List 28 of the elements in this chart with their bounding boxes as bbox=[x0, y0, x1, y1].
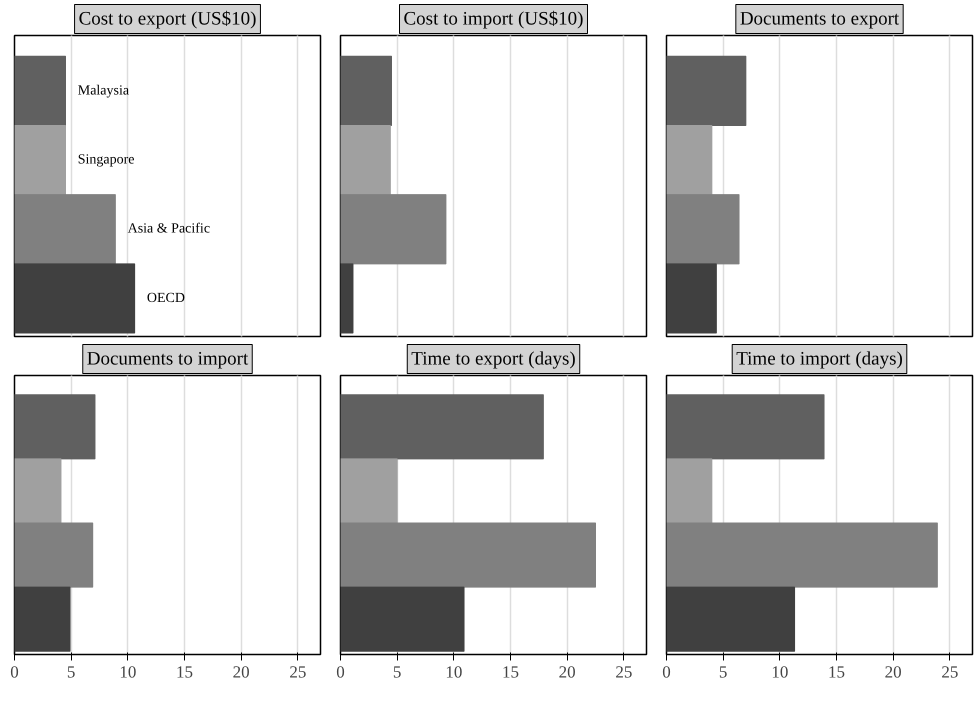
x-tick-label: 5 bbox=[392, 662, 402, 682]
x-tick-label: 5 bbox=[66, 662, 76, 682]
x-tick-label: 0 bbox=[336, 662, 345, 682]
chart-title: Cost to export (US$10) bbox=[78, 8, 256, 30]
chart-title: Cost to import (US$10) bbox=[404, 8, 584, 30]
x-tick-label: 25 bbox=[289, 662, 306, 682]
chart-title: Documents to import bbox=[86, 348, 249, 370]
x-tick-label: 15 bbox=[176, 662, 193, 682]
x-tick-label: 10 bbox=[119, 662, 136, 682]
category-label: Malaysia bbox=[78, 83, 130, 98]
x-tick-label: 5 bbox=[718, 662, 728, 682]
chart-title: Time to export (days) bbox=[411, 348, 576, 370]
category-label: OECD bbox=[146, 290, 185, 306]
chart-title: Documents to export bbox=[740, 8, 900, 30]
x-tick-label: 15 bbox=[828, 662, 845, 682]
x-tick-label: 20 bbox=[558, 662, 576, 682]
x-tick-label: 10 bbox=[771, 662, 788, 682]
x-tick-label: 25 bbox=[615, 662, 632, 682]
category-label: Singapore bbox=[78, 152, 135, 168]
category-label: Asia & Pacific bbox=[128, 222, 210, 237]
x-tick-label: 20 bbox=[232, 662, 250, 682]
x-tick-label: 0 bbox=[662, 662, 671, 682]
x-tick-label: 20 bbox=[884, 662, 902, 682]
x-tick-label: 10 bbox=[445, 662, 462, 682]
x-tick-label: 25 bbox=[941, 662, 958, 682]
x-tick-label: 15 bbox=[502, 662, 519, 682]
chart-title: Time to import (days) bbox=[736, 348, 903, 370]
x-tick-label: 0 bbox=[10, 662, 19, 682]
